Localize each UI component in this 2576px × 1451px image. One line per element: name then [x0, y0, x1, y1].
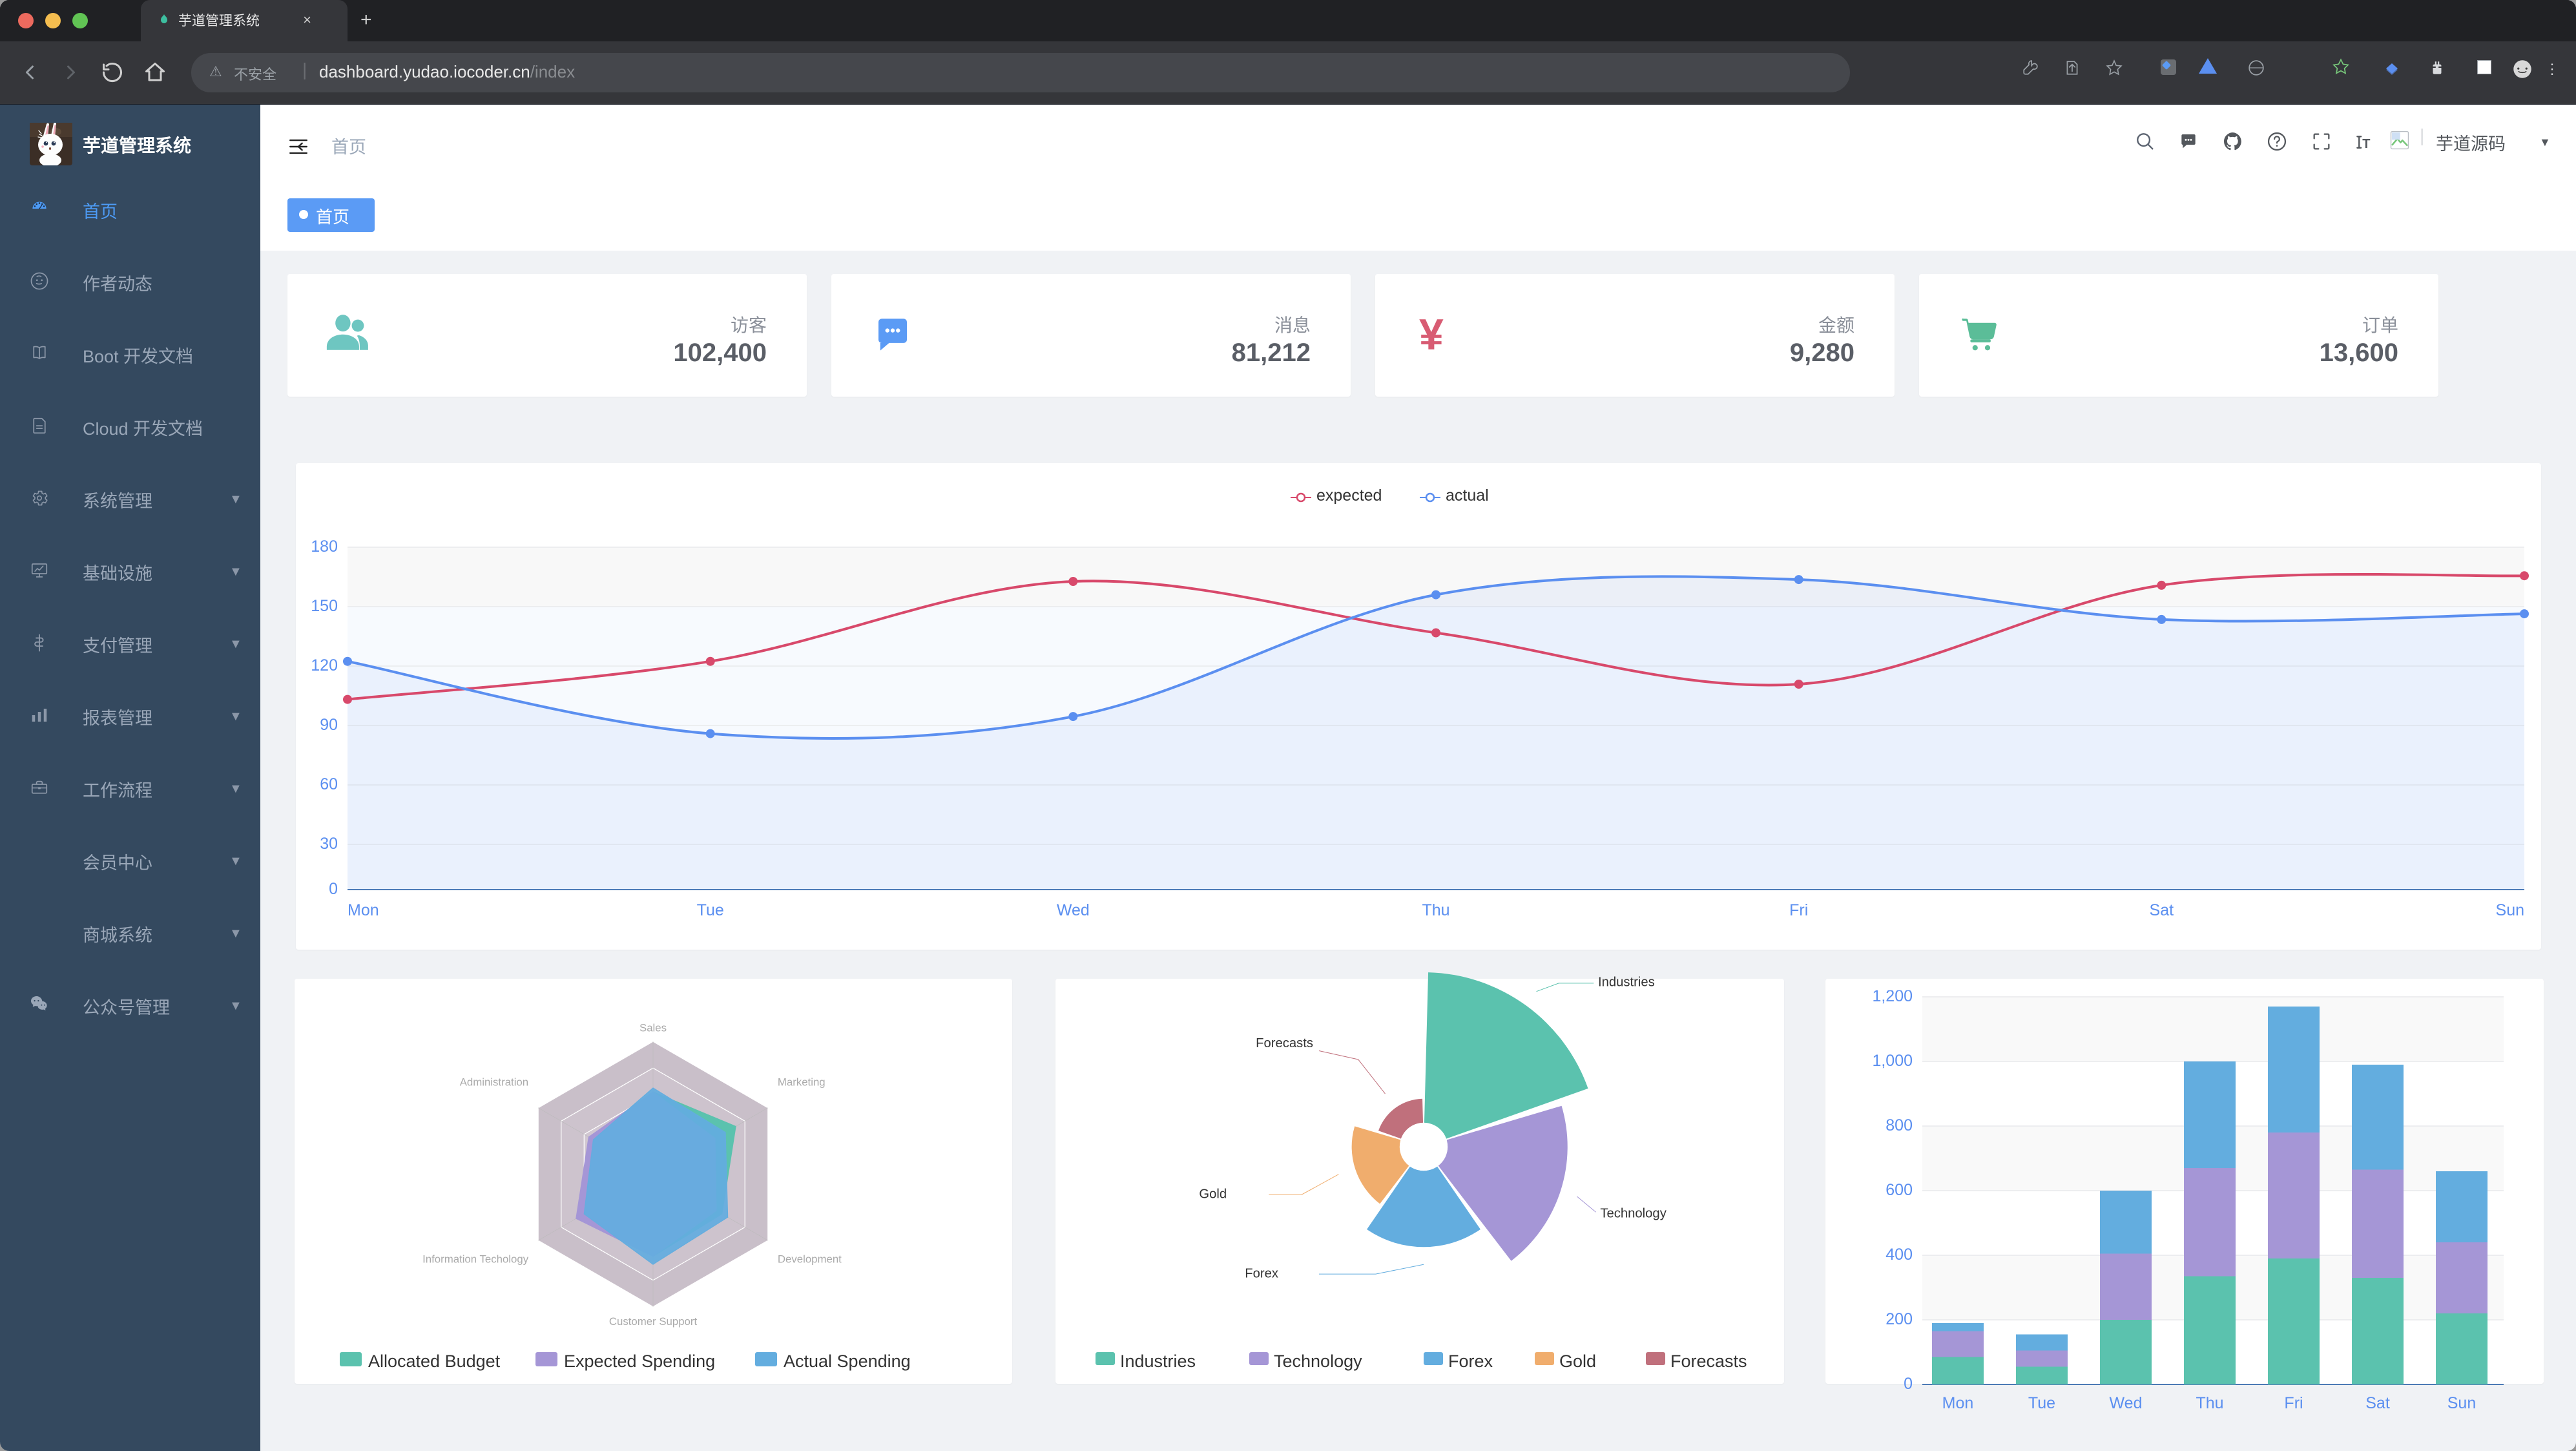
svg-text:Marketing: Marketing: [778, 1076, 826, 1089]
svg-text:Thu: Thu: [1422, 901, 1449, 919]
svg-text:120: 120: [311, 656, 338, 674]
svg-text:Forecasts: Forecasts: [1256, 1036, 1313, 1050]
svg-text:200: 200: [1885, 1310, 1913, 1328]
svg-text:Fri: Fri: [1789, 901, 1808, 919]
svg-text:Tue: Tue: [697, 901, 724, 919]
svg-text:150: 150: [311, 597, 338, 615]
svg-text:T: T: [2362, 137, 2370, 151]
svg-text:Gold: Gold: [1199, 1187, 1227, 1202]
svg-text:Sun: Sun: [2447, 1394, 2476, 1412]
svg-text:Forex: Forex: [1245, 1267, 1278, 1281]
svg-text:180: 180: [311, 538, 338, 556]
svg-text:1,200: 1,200: [1872, 990, 1913, 1005]
svg-text:Sat: Sat: [2150, 901, 2174, 919]
svg-text:Technology: Technology: [1600, 1206, 1667, 1220]
svg-text:Sales: Sales: [639, 1022, 667, 1034]
svg-text:60: 60: [320, 775, 338, 793]
svg-text:0: 0: [329, 880, 338, 898]
svg-text:Wed: Wed: [1057, 901, 1090, 919]
svg-text:Development: Development: [778, 1253, 842, 1265]
svg-text:Tue: Tue: [2028, 1394, 2055, 1412]
svg-text:400: 400: [1885, 1246, 1913, 1264]
svg-text:Administration: Administration: [460, 1076, 528, 1089]
svg-text:0: 0: [1904, 1375, 1913, 1393]
svg-text:Customer Support: Customer Support: [609, 1315, 698, 1328]
svg-text:Fri: Fri: [2284, 1394, 2303, 1412]
svg-text:30: 30: [320, 835, 338, 853]
svg-text:Information Techology: Information Techology: [422, 1253, 529, 1265]
svg-text:Industries: Industries: [1598, 976, 1655, 990]
svg-text:600: 600: [1885, 1181, 1913, 1199]
svg-text:Mon: Mon: [1942, 1394, 1974, 1412]
svg-text:90: 90: [320, 716, 338, 734]
svg-text:Sat: Sat: [2365, 1394, 2390, 1412]
svg-text:Mon: Mon: [348, 901, 379, 919]
svg-text:800: 800: [1885, 1116, 1913, 1134]
svg-text:Thu: Thu: [2196, 1394, 2223, 1412]
svg-text:Sun: Sun: [2496, 901, 2524, 919]
svg-text:Wed: Wed: [2110, 1394, 2143, 1412]
svg-text:1,000: 1,000: [1872, 1052, 1913, 1070]
